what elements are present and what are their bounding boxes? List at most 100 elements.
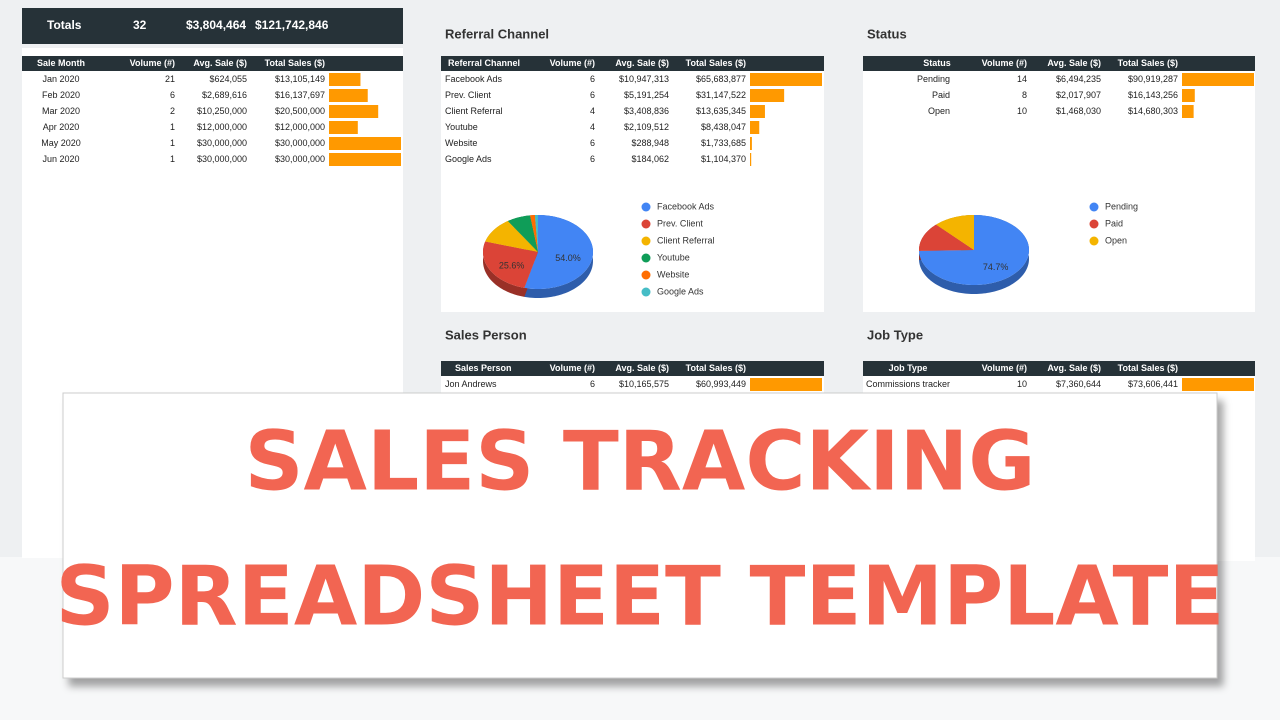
table-header xyxy=(863,361,1255,376)
column-header: Volume (#) xyxy=(550,58,595,68)
table-cell: 21 xyxy=(165,74,175,84)
pie-slice xyxy=(936,215,974,250)
table-cell: 14 xyxy=(1017,74,1027,84)
sales-bar xyxy=(329,137,401,150)
table-cell: $624,055 xyxy=(209,74,247,84)
table-cell: $31,147,522 xyxy=(696,90,746,100)
table-cell: $30,000,000 xyxy=(275,154,325,164)
table-header xyxy=(863,56,1255,71)
column-header: Total Sales ($) xyxy=(265,58,325,68)
section-title: Sales Person xyxy=(445,327,527,342)
legend-swatch xyxy=(641,202,651,212)
table-cell: Paid xyxy=(932,90,950,100)
column-header: Avg. Sale ($) xyxy=(1047,58,1101,68)
column-header: Total Sales ($) xyxy=(686,58,746,68)
table-cell: Jun 2020 xyxy=(42,154,79,164)
sales-bar xyxy=(329,89,368,102)
legend-label: Paid xyxy=(1105,218,1123,228)
legend-swatch xyxy=(641,236,651,246)
table-cell: Google Ads xyxy=(445,154,492,164)
banner-line: SPREADSHEET TEMPLATE xyxy=(56,549,1225,644)
table-cell: $10,947,313 xyxy=(619,74,669,84)
column-header: Total Sales ($) xyxy=(1118,58,1178,68)
table-cell: $30,000,000 xyxy=(197,154,247,164)
legend-label: Website xyxy=(657,269,689,279)
table-cell: $16,137,697 xyxy=(275,90,325,100)
pie-slice-side xyxy=(524,215,593,298)
totals-volume: 32 xyxy=(133,18,147,32)
table-header xyxy=(441,361,824,376)
legend-label: Client Referral xyxy=(657,235,715,245)
table-cell: $16,143,256 xyxy=(1128,90,1178,100)
table-cell: Youtube xyxy=(445,122,478,132)
table-cell: $5,191,254 xyxy=(624,90,669,100)
legend-label: Google Ads xyxy=(657,286,704,296)
banner-line: SALES TRACKING xyxy=(244,414,1035,509)
table-cell: $1,468,030 xyxy=(1056,106,1101,116)
sales-bar xyxy=(750,89,785,102)
table-cell: Website xyxy=(445,138,477,148)
legend-swatch xyxy=(641,253,651,263)
table-cell: $2,689,616 xyxy=(202,90,247,100)
column-header: Total Sales ($) xyxy=(1118,363,1178,373)
table-cell: 1 xyxy=(170,122,175,132)
table-cell: $12,000,000 xyxy=(197,122,247,132)
table-cell: 6 xyxy=(590,379,595,389)
table-cell: $8,438,047 xyxy=(701,122,746,132)
sales-bar xyxy=(750,153,752,166)
table-cell: Jon Andrews xyxy=(445,379,497,389)
sales-bar xyxy=(329,153,401,166)
table-cell: $288,948 xyxy=(631,138,669,148)
section-title: Job Type xyxy=(867,327,923,342)
sales-bar xyxy=(1182,89,1195,102)
table-cell: $7,360,644 xyxy=(1056,379,1101,389)
sales-bar xyxy=(329,121,358,134)
table-cell: $20,500,000 xyxy=(275,106,325,116)
table-cell: 6 xyxy=(590,138,595,148)
table-cell: 2 xyxy=(170,106,175,116)
pie-slice xyxy=(919,215,1029,285)
pie-slice xyxy=(524,215,593,289)
pie-label: 54.0% xyxy=(555,253,581,263)
table-cell: Apr 2020 xyxy=(43,122,80,132)
table-cell: 6 xyxy=(590,154,595,164)
table-cell: May 2020 xyxy=(41,138,81,148)
table-cell: $3,408,836 xyxy=(624,106,669,116)
table-cell: Jan 2020 xyxy=(42,74,79,84)
column-header: Avg. Sale ($) xyxy=(615,58,669,68)
column-header: Sale Month xyxy=(37,58,85,68)
pie-slice xyxy=(507,215,538,252)
table-cell: 6 xyxy=(590,74,595,84)
table-cell: 4 xyxy=(590,106,595,116)
column-header: Avg. Sale ($) xyxy=(615,363,669,373)
totals-sales: $121,742,846 xyxy=(255,18,329,32)
table-cell: 6 xyxy=(590,90,595,100)
column-header: Sales Person xyxy=(455,363,512,373)
table-cell: $13,105,149 xyxy=(275,74,325,84)
table-cell: $65,683,877 xyxy=(696,74,746,84)
table-cell: $90,919,287 xyxy=(1128,74,1178,84)
table-cell: $1,104,370 xyxy=(701,154,746,164)
table-cell: Client Referral xyxy=(445,106,503,116)
table-cell: $14,680,303 xyxy=(1128,106,1178,116)
legend-label: Prev. Client xyxy=(657,218,703,228)
table-header xyxy=(22,56,403,71)
pie-slice xyxy=(919,224,974,251)
column-header: Volume (#) xyxy=(550,363,595,373)
table-cell: $10,165,575 xyxy=(619,379,669,389)
table-cell: $184,062 xyxy=(631,154,669,164)
column-header: Referral Channel xyxy=(448,58,520,68)
table-cell: $2,109,512 xyxy=(624,122,669,132)
section-title: Referral Channel xyxy=(445,26,549,41)
totals-label: Totals xyxy=(47,18,82,32)
table-cell: $30,000,000 xyxy=(275,138,325,148)
table-cell: $1,733,685 xyxy=(701,138,746,148)
table-cell: Feb 2020 xyxy=(42,90,80,100)
legend-swatch xyxy=(641,270,651,280)
table-cell: Prev. Client xyxy=(445,90,491,100)
table-cell: Commissions tracker xyxy=(866,379,950,389)
column-header: Avg. Sale ($) xyxy=(193,58,247,68)
legend-label: Pending xyxy=(1105,201,1138,211)
table-cell: Pending xyxy=(917,74,950,84)
sales-bar xyxy=(329,105,379,118)
